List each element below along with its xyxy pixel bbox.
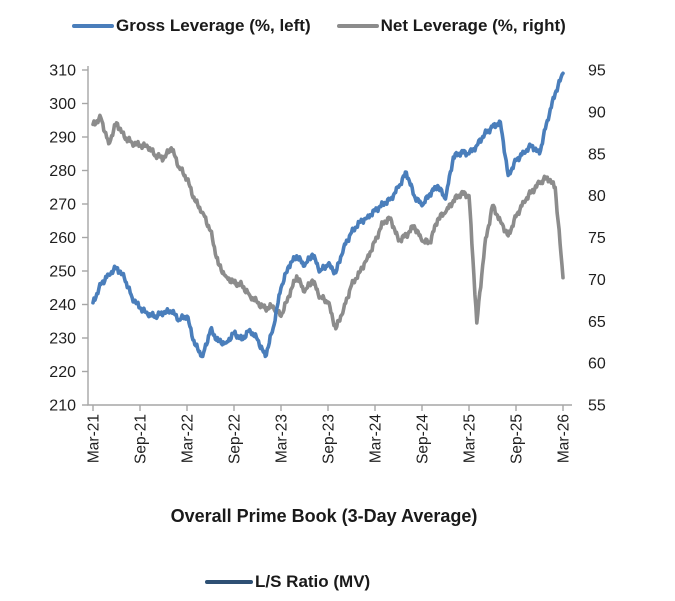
net-leverage-line bbox=[91, 113, 565, 331]
x-axis-tick-label: Mar-23 bbox=[274, 414, 291, 463]
gross-leverage-legend-label: Gross Leverage (%, left) bbox=[116, 16, 311, 35]
x-axis-tick-label: Mar-24 bbox=[368, 414, 385, 463]
right-axis-tick-label: 70 bbox=[588, 272, 606, 289]
left-axis-tick-label: 280 bbox=[49, 163, 76, 180]
net-leverage-legend-label: Net Leverage (%, right) bbox=[380, 16, 566, 35]
x-axis-tick-label: Sep-25 bbox=[509, 414, 526, 464]
right-axis-tick-label: 90 bbox=[588, 104, 606, 121]
x-axis-tick-label: Mar-21 bbox=[86, 414, 103, 463]
axes bbox=[82, 66, 572, 411]
gross-leverage-line bbox=[91, 71, 565, 359]
left-axis-tick-label: 270 bbox=[49, 197, 76, 214]
right-axis-tick-label: 60 bbox=[588, 356, 606, 373]
x-axis-tick-label: Mar-25 bbox=[462, 414, 479, 463]
chart-legend: Gross Leverage (%, left) Net Leverage (%… bbox=[72, 16, 566, 36]
right-axis-tick-label: 80 bbox=[588, 188, 606, 205]
left-axis-tick-label: 230 bbox=[49, 331, 76, 348]
legend-item-net-leverage: Net Leverage (%, right) bbox=[336, 16, 566, 36]
x-axis-tick-label: Sep-23 bbox=[321, 414, 338, 464]
legend-item-gross-leverage: Gross Leverage (%, left) bbox=[72, 16, 311, 36]
right-axis-tick-label: 75 bbox=[588, 230, 606, 247]
right-axis-tick-label: 85 bbox=[588, 146, 606, 163]
left-axis-tick-label: 290 bbox=[49, 130, 76, 147]
x-axis-tick-label: Sep-21 bbox=[133, 414, 150, 464]
gross-leverage-line-swatch bbox=[72, 24, 114, 28]
tick-labels: 310 300 290 280 270 260 250 240 230 220 210 95 90 85 8… bbox=[49, 63, 606, 464]
left-axis-tick-label: 240 bbox=[49, 297, 76, 314]
net-leverage-line-swatch bbox=[336, 24, 379, 28]
left-axis-tick-label: 250 bbox=[49, 264, 76, 281]
chart-title: Overall Prime Book (3-Day Average) bbox=[170, 506, 478, 526]
left-axis-tick-label: 300 bbox=[49, 96, 76, 113]
ls-ratio-legend: L/S Ratio (MV) bbox=[205, 572, 370, 592]
right-axis-tick-label: 95 bbox=[588, 63, 606, 80]
left-axis-tick-label: 310 bbox=[49, 63, 76, 80]
x-axis-tick-label: Mar-22 bbox=[180, 414, 197, 463]
right-axis-tick-label: 55 bbox=[588, 398, 606, 415]
ls-ratio-legend-label: L/S Ratio (MV) bbox=[255, 572, 371, 591]
right-axis-tick-label: 65 bbox=[588, 314, 606, 331]
x-axis-tick-label: Sep-24 bbox=[415, 414, 432, 464]
ls-ratio-line-swatch bbox=[205, 580, 253, 584]
x-axis-tick-label: Mar-26 bbox=[556, 414, 573, 463]
x-axis-tick-label: Sep-22 bbox=[227, 414, 244, 464]
left-axis-tick-label: 210 bbox=[49, 398, 76, 415]
left-axis-tick-label: 220 bbox=[49, 364, 76, 381]
axis-lines bbox=[87, 66, 572, 406]
left-axis-tick-label: 260 bbox=[49, 230, 76, 247]
